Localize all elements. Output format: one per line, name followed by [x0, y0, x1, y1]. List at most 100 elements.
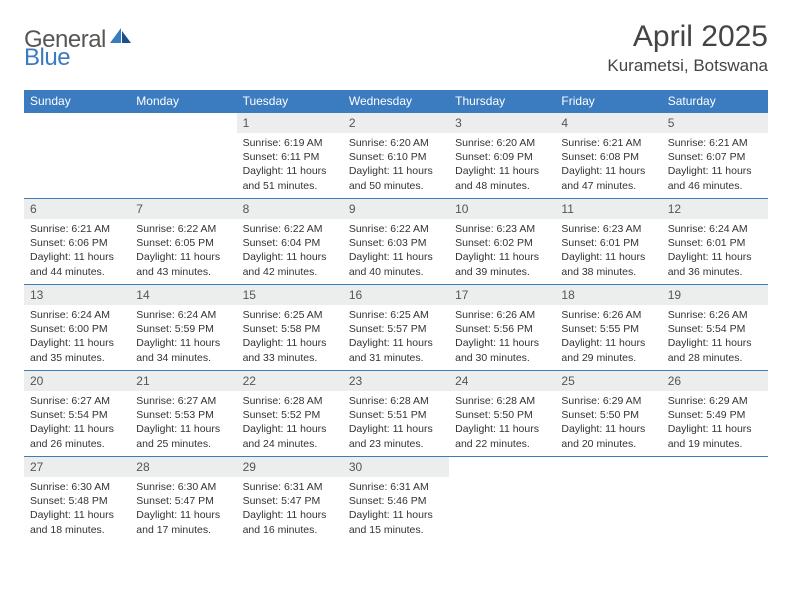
cell-body: Sunrise: 6:26 AMSunset: 5:55 PMDaylight:… — [555, 305, 661, 369]
cell-body: Sunrise: 6:31 AMSunset: 5:47 PMDaylight:… — [237, 477, 343, 541]
cell-body: Sunrise: 6:25 AMSunset: 5:58 PMDaylight:… — [237, 305, 343, 369]
cell-body: Sunrise: 6:20 AMSunset: 6:10 PMDaylight:… — [343, 133, 449, 197]
day-number: 23 — [343, 371, 449, 391]
cell-body: Sunrise: 6:24 AMSunset: 6:01 PMDaylight:… — [662, 219, 768, 283]
cell-body: Sunrise: 6:24 AMSunset: 5:59 PMDaylight:… — [130, 305, 236, 369]
weekday-header: Monday — [130, 90, 236, 113]
day-number: 2 — [343, 113, 449, 133]
calendar-cell: 17Sunrise: 6:26 AMSunset: 5:56 PMDayligh… — [449, 285, 555, 371]
calendar-cell: 7Sunrise: 6:22 AMSunset: 6:05 PMDaylight… — [130, 199, 236, 285]
calendar-cell: 3Sunrise: 6:20 AMSunset: 6:09 PMDaylight… — [449, 113, 555, 199]
calendar-cell: 26Sunrise: 6:29 AMSunset: 5:49 PMDayligh… — [662, 371, 768, 457]
weekday-header: Thursday — [449, 90, 555, 113]
cell-body: Sunrise: 6:27 AMSunset: 5:54 PMDaylight:… — [24, 391, 130, 455]
calendar-cell: 28Sunrise: 6:30 AMSunset: 5:47 PMDayligh… — [130, 457, 236, 543]
day-number: 26 — [662, 371, 768, 391]
calendar-cell: 1Sunrise: 6:19 AMSunset: 6:11 PMDaylight… — [237, 113, 343, 199]
calendar-cell: 30Sunrise: 6:31 AMSunset: 5:46 PMDayligh… — [343, 457, 449, 543]
calendar-cell: 12Sunrise: 6:24 AMSunset: 6:01 PMDayligh… — [662, 199, 768, 285]
weekday-header: Wednesday — [343, 90, 449, 113]
day-number: 19 — [662, 285, 768, 305]
day-number: 12 — [662, 199, 768, 219]
cell-body: Sunrise: 6:30 AMSunset: 5:48 PMDaylight:… — [24, 477, 130, 541]
cell-body: Sunrise: 6:23 AMSunset: 6:02 PMDaylight:… — [449, 219, 555, 283]
cell-body: Sunrise: 6:29 AMSunset: 5:50 PMDaylight:… — [555, 391, 661, 455]
calendar-cell: 15Sunrise: 6:25 AMSunset: 5:58 PMDayligh… — [237, 285, 343, 371]
day-number: 15 — [237, 285, 343, 305]
calendar-cell: 22Sunrise: 6:28 AMSunset: 5:52 PMDayligh… — [237, 371, 343, 457]
month-title: April 2025 — [607, 20, 768, 54]
calendar-cell: 13Sunrise: 6:24 AMSunset: 6:00 PMDayligh… — [24, 285, 130, 371]
calendar-cell: 23Sunrise: 6:28 AMSunset: 5:51 PMDayligh… — [343, 371, 449, 457]
calendar-cell: 21Sunrise: 6:27 AMSunset: 5:53 PMDayligh… — [130, 371, 236, 457]
day-number: 13 — [24, 285, 130, 305]
day-number: 9 — [343, 199, 449, 219]
logo-text-blue: Blue — [24, 44, 70, 71]
calendar-cell: 2Sunrise: 6:20 AMSunset: 6:10 PMDaylight… — [343, 113, 449, 199]
day-number: 29 — [237, 457, 343, 477]
weekday-header: Friday — [555, 90, 661, 113]
calendar-cell — [130, 113, 236, 199]
day-number: 27 — [24, 457, 130, 477]
location: Kurametsi, Botswana — [607, 56, 768, 76]
calendar-cell: 10Sunrise: 6:23 AMSunset: 6:02 PMDayligh… — [449, 199, 555, 285]
cell-body: Sunrise: 6:29 AMSunset: 5:49 PMDaylight:… — [662, 391, 768, 455]
calendar-cell — [662, 457, 768, 543]
day-number: 21 — [130, 371, 236, 391]
calendar-cell: 29Sunrise: 6:31 AMSunset: 5:47 PMDayligh… — [237, 457, 343, 543]
cell-body: Sunrise: 6:28 AMSunset: 5:52 PMDaylight:… — [237, 391, 343, 455]
sail-icon — [110, 28, 132, 51]
day-number: 11 — [555, 199, 661, 219]
day-number: 7 — [130, 199, 236, 219]
cell-body: Sunrise: 6:28 AMSunset: 5:50 PMDaylight:… — [449, 391, 555, 455]
weekday-header: Tuesday — [237, 90, 343, 113]
day-number: 3 — [449, 113, 555, 133]
cell-body: Sunrise: 6:26 AMSunset: 5:56 PMDaylight:… — [449, 305, 555, 369]
day-number: 14 — [130, 285, 236, 305]
calendar-cell: 18Sunrise: 6:26 AMSunset: 5:55 PMDayligh… — [555, 285, 661, 371]
header: General April 2025 Kurametsi, Botswana — [24, 20, 768, 76]
day-number: 22 — [237, 371, 343, 391]
calendar-cell — [555, 457, 661, 543]
calendar-cell: 8Sunrise: 6:22 AMSunset: 6:04 PMDaylight… — [237, 199, 343, 285]
calendar-cell — [449, 457, 555, 543]
cell-body: Sunrise: 6:25 AMSunset: 5:57 PMDaylight:… — [343, 305, 449, 369]
cell-body: Sunrise: 6:22 AMSunset: 6:05 PMDaylight:… — [130, 219, 236, 283]
cell-body: Sunrise: 6:31 AMSunset: 5:46 PMDaylight:… — [343, 477, 449, 541]
day-number: 5 — [662, 113, 768, 133]
day-number: 17 — [449, 285, 555, 305]
calendar-cell: 14Sunrise: 6:24 AMSunset: 5:59 PMDayligh… — [130, 285, 236, 371]
calendar-cell: 16Sunrise: 6:25 AMSunset: 5:57 PMDayligh… — [343, 285, 449, 371]
day-number: 18 — [555, 285, 661, 305]
cell-body: Sunrise: 6:21 AMSunset: 6:07 PMDaylight:… — [662, 133, 768, 197]
cell-body: Sunrise: 6:22 AMSunset: 6:04 PMDaylight:… — [237, 219, 343, 283]
calendar-cell: 11Sunrise: 6:23 AMSunset: 6:01 PMDayligh… — [555, 199, 661, 285]
day-number: 1 — [237, 113, 343, 133]
cell-body: Sunrise: 6:24 AMSunset: 6:00 PMDaylight:… — [24, 305, 130, 369]
weekday-header: Saturday — [662, 90, 768, 113]
day-number: 30 — [343, 457, 449, 477]
day-number: 16 — [343, 285, 449, 305]
calendar-cell: 6Sunrise: 6:21 AMSunset: 6:06 PMDaylight… — [24, 199, 130, 285]
calendar-cell — [24, 113, 130, 199]
cell-body: Sunrise: 6:30 AMSunset: 5:47 PMDaylight:… — [130, 477, 236, 541]
calendar-cell: 9Sunrise: 6:22 AMSunset: 6:03 PMDaylight… — [343, 199, 449, 285]
cell-body: Sunrise: 6:22 AMSunset: 6:03 PMDaylight:… — [343, 219, 449, 283]
day-number: 4 — [555, 113, 661, 133]
day-number: 10 — [449, 199, 555, 219]
cell-body: Sunrise: 6:23 AMSunset: 6:01 PMDaylight:… — [555, 219, 661, 283]
calendar-cell: 24Sunrise: 6:28 AMSunset: 5:50 PMDayligh… — [449, 371, 555, 457]
day-number: 8 — [237, 199, 343, 219]
calendar-cell: 5Sunrise: 6:21 AMSunset: 6:07 PMDaylight… — [662, 113, 768, 199]
calendar-cell: 4Sunrise: 6:21 AMSunset: 6:08 PMDaylight… — [555, 113, 661, 199]
day-number: 6 — [24, 199, 130, 219]
cell-body: Sunrise: 6:21 AMSunset: 6:08 PMDaylight:… — [555, 133, 661, 197]
day-number: 25 — [555, 371, 661, 391]
calendar-cell: 27Sunrise: 6:30 AMSunset: 5:48 PMDayligh… — [24, 457, 130, 543]
calendar-cell: 20Sunrise: 6:27 AMSunset: 5:54 PMDayligh… — [24, 371, 130, 457]
calendar-table: SundayMondayTuesdayWednesdayThursdayFrid… — [24, 90, 768, 543]
calendar-cell: 25Sunrise: 6:29 AMSunset: 5:50 PMDayligh… — [555, 371, 661, 457]
cell-body: Sunrise: 6:19 AMSunset: 6:11 PMDaylight:… — [237, 133, 343, 197]
cell-body: Sunrise: 6:20 AMSunset: 6:09 PMDaylight:… — [449, 133, 555, 197]
day-number: 24 — [449, 371, 555, 391]
